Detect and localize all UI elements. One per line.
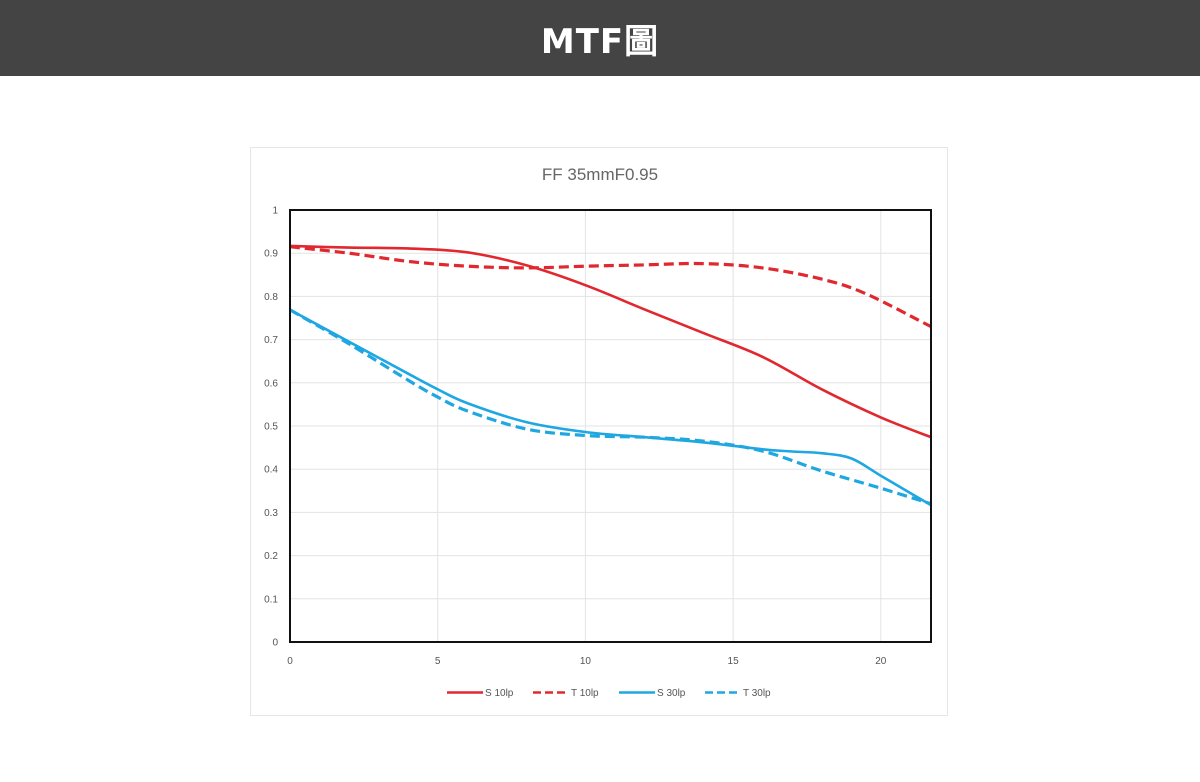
legend-label: T 30lp (743, 688, 771, 699)
y-tick-label: 0.6 (264, 378, 278, 389)
series-line-s-10lp (289, 244, 932, 439)
x-tick-label: 20 (875, 656, 887, 667)
y-tick-label: 0.8 (264, 292, 278, 303)
y-tick-label: 0.9 (264, 249, 278, 260)
chart-container: FF 35mmF0.95 0 0.1 0.2 0.3 0.4 0.5 0.6 0.7 0.8 0.… (250, 147, 948, 716)
tick-labels: 00.10.20.30.40.50.60.70.80.910 5 10 15 20 (264, 206, 887, 668)
page-title: MTF圖 (540, 21, 660, 62)
x-tick-label: 0 (287, 656, 293, 667)
y-tick-label: 0.3 (264, 508, 278, 519)
y-tick-label: 1 (272, 206, 278, 217)
plot-area-border (289, 209, 932, 643)
series-line-t-30lp (289, 308, 932, 506)
page-header: MTF圖 (0, 0, 1200, 76)
y-tick-label: 0.4 (264, 465, 278, 476)
legend-label: T 10lp (571, 688, 599, 699)
series-line-s-30lp (289, 308, 932, 507)
data-series (289, 244, 932, 507)
legend-label: S 30lp (657, 688, 686, 699)
x-tick-label: 15 (728, 656, 740, 667)
chart-title: FF 35mmF0.95 (542, 165, 658, 184)
x-tick-label: 5 (435, 656, 441, 667)
mtf-chart: FF 35mmF0.95 0 0.1 0.2 0.3 0.4 0.5 0.6 0.7 0.8 0.… (264, 165, 932, 699)
y-tick-label: 0.7 (264, 335, 278, 346)
y-tick-label: 0.1 (264, 594, 278, 605)
legend: S 10lp T 10lp S 30lp T 30lp (447, 688, 771, 699)
grid-lines (290, 210, 931, 642)
y-tick-label: 0 (272, 638, 278, 649)
series-line-t-10lp (289, 245, 932, 329)
y-tick-label: 0.2 (264, 551, 278, 562)
y-tick-label: 0.5 (264, 422, 278, 433)
legend-label: S 10lp (485, 688, 514, 699)
x-tick-label: 10 (580, 656, 592, 667)
